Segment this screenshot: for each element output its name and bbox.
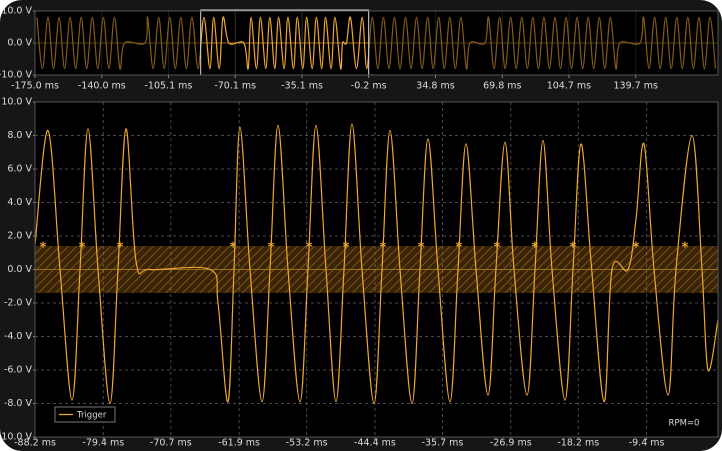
y-tick-label: -2.0 V (4, 298, 33, 309)
trigger-marker: * (117, 241, 124, 256)
y-tick-label: -10.0 V (0, 432, 32, 443)
waveform (36, 16, 717, 70)
legend-box (54, 406, 116, 423)
x-tick-label: 139.7 ms (614, 81, 658, 92)
trigger-marker: * (40, 241, 47, 256)
trigger-marker: * (418, 241, 425, 256)
dim-right (368, 11, 718, 75)
trigger-marker: * (380, 241, 387, 256)
trigger-marker: * (456, 241, 463, 256)
x-tick-label: -18.2 ms (557, 438, 599, 449)
plot-border (34, 101, 719, 438)
y-tick-label: 10.0 V (1, 97, 32, 108)
x-tick-label: 69.8 ms (483, 81, 521, 92)
y-tick-label: -6.0 V (4, 365, 33, 376)
trigger-marker: * (268, 241, 275, 256)
y-tick-label: 10.0 V (1, 6, 32, 17)
x-tick-label: -105.1 ms (145, 81, 193, 92)
y-tick-label: -8.0 V (4, 398, 33, 409)
x-tick-label: -79.4 ms (82, 438, 124, 449)
x-tick-label: -88.2 ms (14, 438, 56, 449)
x-tick-label: -140.0 ms (78, 81, 126, 92)
trigger-marker: * (494, 241, 501, 256)
legend-label: Trigger (76, 411, 107, 421)
trigger-marker: * (681, 241, 688, 256)
y-tick-label: 8.0 V (7, 130, 32, 141)
plot-border (34, 10, 719, 76)
x-tick-label: -61.9 ms (218, 438, 260, 449)
x-tick-label: 104.7 ms (547, 81, 591, 92)
waveform (34, 123, 719, 405)
x-tick-label: -35.7 ms (422, 438, 464, 449)
x-tick-label: -26.9 ms (490, 438, 532, 449)
trigger-marker: * (230, 241, 237, 256)
trigger-marker: * (306, 241, 313, 256)
x-tick-label: -44.4 ms (354, 438, 396, 449)
x-tick-label: -175.0 ms (11, 81, 59, 92)
trigger-marker: * (632, 241, 639, 256)
trigger-marker: * (532, 241, 539, 256)
x-tick-label: -70.7 ms (150, 438, 192, 449)
x-tick-label: 34.8 ms (416, 81, 454, 92)
trigger-marker: * (79, 241, 86, 256)
x-tick-label: -53.2 ms (286, 438, 328, 449)
x-tick-label: -35.1 ms (281, 81, 323, 92)
x-tick-label: -0.2 ms (351, 81, 387, 92)
x-tick-label: -9.4 ms (629, 438, 665, 449)
trigger-marker: * (570, 241, 577, 256)
y-tick-label: 0.0 V (7, 264, 32, 275)
x-tick-label: -70.1 ms (214, 81, 256, 92)
y-tick-label: 0.0 V (7, 38, 32, 49)
y-tick-label: 2.0 V (7, 231, 32, 242)
y-tick-label: -10.0 V (0, 70, 32, 81)
trigger-marker: * (343, 241, 350, 256)
annotation: RPM=0 (669, 419, 700, 429)
y-tick-label: 6.0 V (7, 164, 32, 175)
y-tick-label: -4.0 V (4, 331, 33, 342)
y-tick-label: 4.0 V (7, 197, 32, 208)
dim-left (35, 11, 201, 75)
